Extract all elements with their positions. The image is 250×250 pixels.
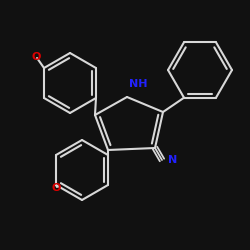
Text: O: O <box>51 183 61 193</box>
Text: NH: NH <box>129 79 148 89</box>
Text: O: O <box>31 52 41 62</box>
Text: N: N <box>168 155 177 165</box>
